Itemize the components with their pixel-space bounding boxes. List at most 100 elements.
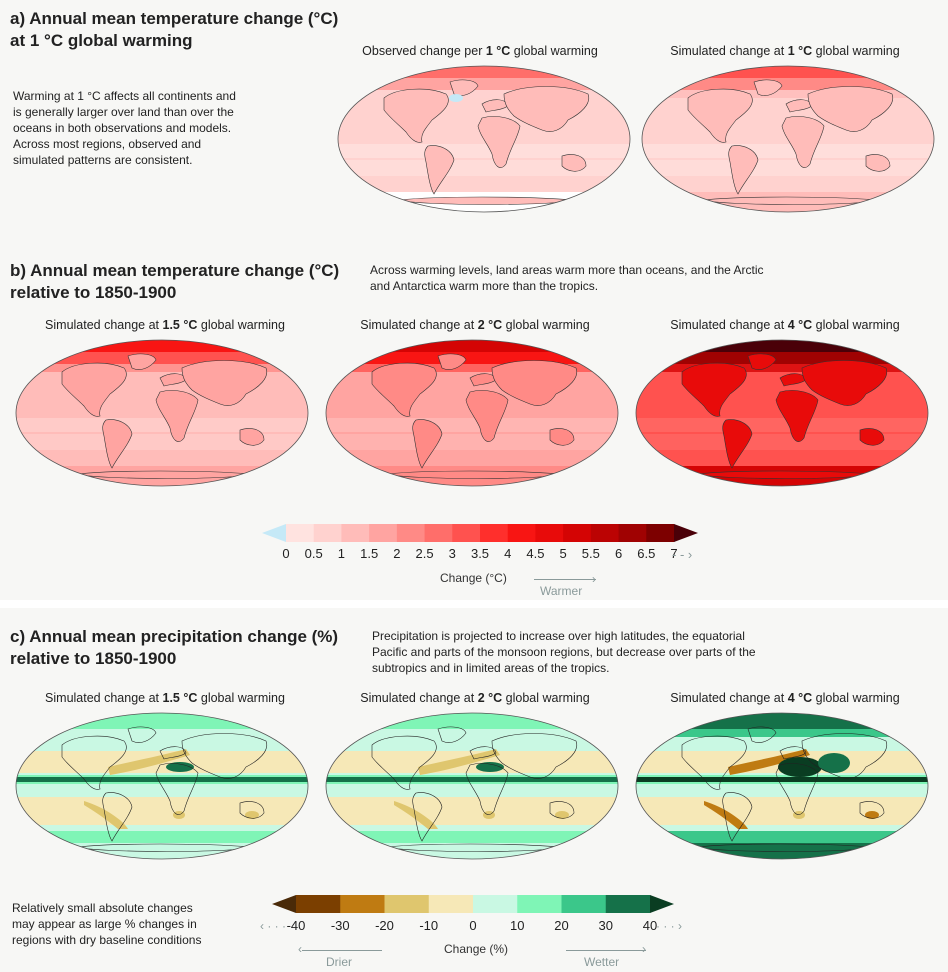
map-c-1p5	[14, 711, 310, 861]
temp-tick: 6	[614, 546, 623, 561]
wetter-label: Wetter	[584, 955, 620, 969]
temp-tick: 0	[282, 546, 290, 561]
desc-line: Across warming levels, land areas warm m…	[370, 263, 764, 277]
precip-less-arrow: ‹ · · ·	[260, 919, 286, 933]
precip-tick: 0	[469, 918, 477, 933]
panel-a-description: Warming at 1 °C affects all continents a…	[13, 88, 236, 168]
temp-tick: 0.5	[304, 546, 323, 561]
map-caption-c-1p5: Simulated change at 1.5 °C global warmin…	[10, 691, 320, 705]
map-a-observed	[336, 64, 632, 214]
drier-arrowhead: ‹	[298, 942, 302, 956]
world-map-graphic	[635, 712, 929, 860]
note-line: Relatively small absolute changes	[12, 901, 193, 915]
precipitation-colorbar-scale	[272, 895, 674, 913]
temperature-colorbar-ticks: 0 0.5 1 1.5 2 2.5 3 3.5 4 4.5 5 5.5 6 6.5 7	[0, 546, 948, 566]
map-caption-c-2: Simulated change at 2 °C global warming	[320, 691, 630, 705]
caption-bold: 1 °C	[787, 44, 813, 58]
panel-c-title-line2: relative to 1850-1900	[10, 649, 177, 668]
temperature-colorbar-scale	[262, 524, 698, 542]
world-map-graphic	[325, 712, 619, 860]
precip-tick: -30	[330, 918, 350, 933]
drier-label: Drier	[326, 955, 352, 969]
precip-tick: -20	[375, 918, 394, 933]
temp-tick: 7	[670, 546, 678, 561]
world-map-graphic	[15, 339, 309, 487]
caption-text: Observed change per	[362, 44, 486, 58]
panel-a-title-line1: a) Annual mean temperature change (°C)	[10, 9, 339, 28]
temp-colorbar-label: Change (°C)	[440, 571, 507, 585]
temp-tick: 3	[448, 546, 456, 561]
caption-bold: 2 °C	[477, 691, 503, 705]
precip-tick: 10	[510, 918, 525, 933]
drier-arrow	[302, 950, 382, 951]
caption-text: Simulated change at	[670, 691, 788, 705]
map-b-2	[324, 338, 620, 488]
temp-more-arrow: - - ›	[672, 547, 693, 562]
caption-text: Simulated change at	[670, 318, 788, 332]
desc-line: and Antarctica warm more than the tropic…	[370, 279, 599, 293]
caption-text: global warming	[510, 44, 598, 58]
caption-text: global warming	[502, 318, 590, 332]
caption-text: global warming	[197, 318, 285, 332]
warmer-arrow	[534, 579, 596, 580]
panel-c-description: Precipitation is projected to increase o…	[372, 628, 756, 676]
map-caption-b-2: Simulated change at 2 °C global warming	[320, 318, 630, 332]
temp-tick: 1.5	[360, 546, 379, 561]
caption-text: global warming	[812, 318, 900, 332]
temp-tick: 4	[504, 546, 512, 561]
precipitation-colorbar-ticks: -40 -30 -20 -10 0 10 20 30 40	[0, 918, 948, 938]
temp-tick: 5	[559, 546, 567, 561]
panel-b-title-line2: relative to 1850-1900	[10, 283, 177, 302]
panel-c-title-line1: c) Annual mean precipitation change (%)	[10, 627, 339, 646]
world-map-graphic	[325, 339, 619, 487]
panel-c-title: c) Annual mean precipitation change (%) …	[10, 626, 338, 670]
precipitation-colorbar	[272, 895, 674, 913]
panel-b-title-line1: b) Annual mean temperature change (°C)	[10, 261, 340, 280]
section-divider	[0, 600, 948, 608]
caption-text: Simulated change at	[360, 318, 478, 332]
temp-tick: 3.5	[470, 546, 490, 561]
map-b-1p5	[14, 338, 310, 488]
caption-bold: 2 °C	[477, 318, 503, 332]
desc-line: Precipitation is projected to increase o…	[372, 629, 745, 643]
panel-b-description: Across warming levels, land areas warm m…	[370, 262, 764, 294]
map-c-2	[324, 711, 620, 861]
caption-bold: 4 °C	[787, 691, 813, 705]
caption-bold: 1.5 °C	[162, 691, 198, 705]
caption-bold: 1 °C	[485, 44, 511, 58]
world-map-graphic	[337, 65, 631, 213]
caption-text: global warming	[812, 44, 900, 58]
precip-tick: -40	[286, 918, 306, 933]
caption-text: global warming	[812, 691, 900, 705]
map-caption-b-4: Simulated change at 4 °C global warming	[630, 318, 940, 332]
temp-tick: 6.5	[637, 546, 656, 561]
caption-text: Simulated change at	[45, 691, 163, 705]
panel-c-note: Relatively small absolute changes may ap…	[12, 900, 201, 948]
warmer-label: Warmer	[540, 584, 583, 598]
desc-line: is generally larger over land than over …	[13, 105, 234, 119]
map-caption-a-simulated: Simulated change at 1 °C global warming	[645, 44, 925, 58]
wetter-arrowhead: ›	[642, 942, 646, 956]
desc-line: subtropics and in limited areas of the t…	[372, 661, 610, 675]
precip-more-arrow: · · · ›	[656, 919, 682, 933]
temp-tick: 2	[393, 546, 401, 561]
temp-tick: 1	[337, 546, 346, 561]
desc-line: Pacific and parts of the monsoon regions…	[372, 645, 756, 659]
world-map-graphic	[15, 712, 309, 860]
map-c-4	[634, 711, 930, 861]
world-map-graphic	[635, 339, 929, 487]
temp-tick: 5.5	[581, 546, 600, 561]
desc-line: Across most regions, observed and	[13, 137, 202, 151]
world-map-graphic	[641, 65, 935, 213]
map-caption-b-1p5: Simulated change at 1.5 °C global warmin…	[10, 318, 320, 332]
note-line: regions with dry baseline conditions	[12, 933, 202, 947]
panel-b-title: b) Annual mean temperature change (°C) r…	[10, 260, 339, 304]
map-b-4	[634, 338, 930, 488]
caption-bold: 4 °C	[787, 318, 813, 332]
precip-colorbar-label: Change (%)	[444, 942, 509, 956]
desc-line: Warming at 1 °C affects all continents a…	[13, 89, 236, 103]
precip-tick: 20	[554, 918, 569, 933]
wetter-arrow	[566, 950, 646, 951]
temperature-colorbar	[262, 524, 698, 542]
panel-a-title-line2: at 1 °C global warming	[10, 31, 193, 50]
